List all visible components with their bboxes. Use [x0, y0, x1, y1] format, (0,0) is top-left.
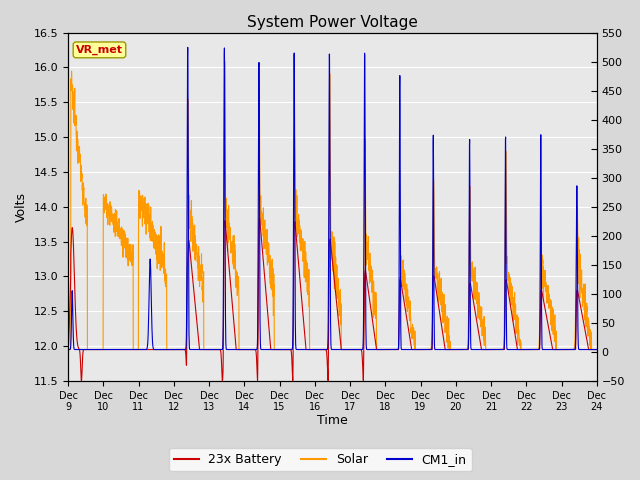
Title: System Power Voltage: System Power Voltage	[247, 15, 418, 30]
X-axis label: Time: Time	[317, 414, 348, 427]
Y-axis label: Volts: Volts	[15, 192, 28, 222]
Text: VR_met: VR_met	[76, 45, 123, 55]
Legend: 23x Battery, Solar, CM1_in: 23x Battery, Solar, CM1_in	[168, 448, 472, 471]
